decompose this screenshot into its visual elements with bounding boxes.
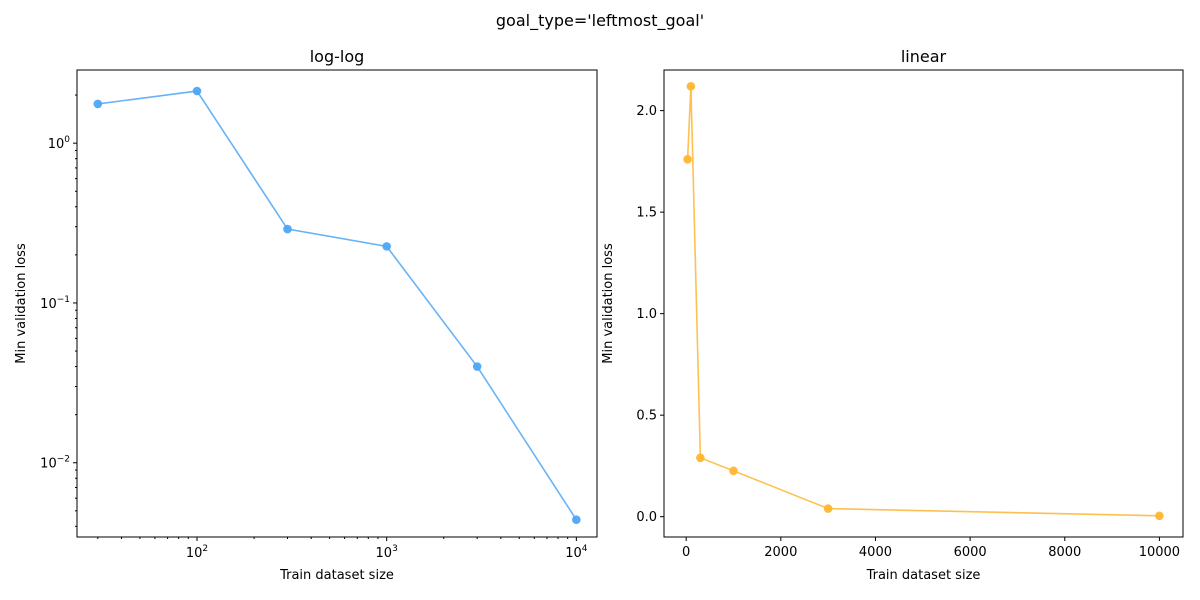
linear-x-tick-label: 8000	[1048, 545, 1081, 560]
loglog-y-tick-label: 100	[48, 135, 71, 152]
linear-data-point	[683, 155, 692, 164]
linear-y-tick-label: 0.0	[636, 510, 657, 525]
loglog-x-tick-label: 103	[376, 544, 398, 561]
linear-plot: linear 0 2000 4000 6000 8000 10000 0.0 0.5 1.0 1.5…	[601, 47, 1184, 583]
loglog-plot: log-log 102 103 104 10−2 10−1 100 Train dataset…	[14, 47, 598, 583]
linear-data-point	[729, 466, 738, 476]
loglog-y-axis-label: Min validation loss	[14, 243, 29, 364]
loglog-y-tick-label: 10−2	[40, 455, 70, 472]
figure-suptitle: goal_type='leftmost_goal'	[496, 11, 704, 31]
linear-y-tick-label: 0.5	[636, 409, 657, 424]
loglog-data-point	[472, 362, 482, 371]
loglog-x-axis-label: Train dataset size	[279, 568, 394, 583]
linear-x-tick-label: 2000	[764, 545, 797, 560]
loglog-data-point	[283, 224, 292, 234]
loglog-title: log-log	[310, 47, 365, 66]
linear-data-point	[696, 453, 705, 463]
linear-plot-frame	[663, 69, 1184, 538]
linear-y-tick-label: 2.0	[636, 104, 657, 119]
loglog-data-point	[93, 99, 103, 109]
linear-x-tick-label: 4000	[859, 545, 892, 560]
linear-data-point	[1155, 511, 1164, 521]
linear-y-axis-label: Min validation loss	[601, 243, 616, 364]
linear-x-tick-label: 10000	[1139, 545, 1180, 560]
linear-data-point	[686, 81, 696, 91]
loglog-data-point	[382, 242, 391, 251]
linear-y-tick-label: 1.5	[636, 206, 657, 221]
loglog-y-tick-label: 10−1	[40, 295, 70, 312]
loglog-series-line	[97, 90, 578, 521]
loglog-plot-frame	[76, 69, 598, 538]
linear-y-tick-label: 1.0	[636, 307, 657, 322]
linear-x-axis-label: Train dataset size	[866, 568, 981, 583]
loglog-data-point	[192, 86, 202, 96]
loglog-x-tick-label: 102	[186, 544, 208, 561]
loglog-x-tick-label: 104	[565, 544, 588, 561]
loglog-data-point	[572, 515, 581, 525]
linear-series-line	[686, 86, 1160, 517]
linear-x-tick-label: 6000	[954, 545, 987, 560]
linear-title: linear	[901, 47, 947, 66]
linear-x-tick-label: 0	[682, 545, 690, 560]
linear-data-point	[823, 504, 833, 513]
